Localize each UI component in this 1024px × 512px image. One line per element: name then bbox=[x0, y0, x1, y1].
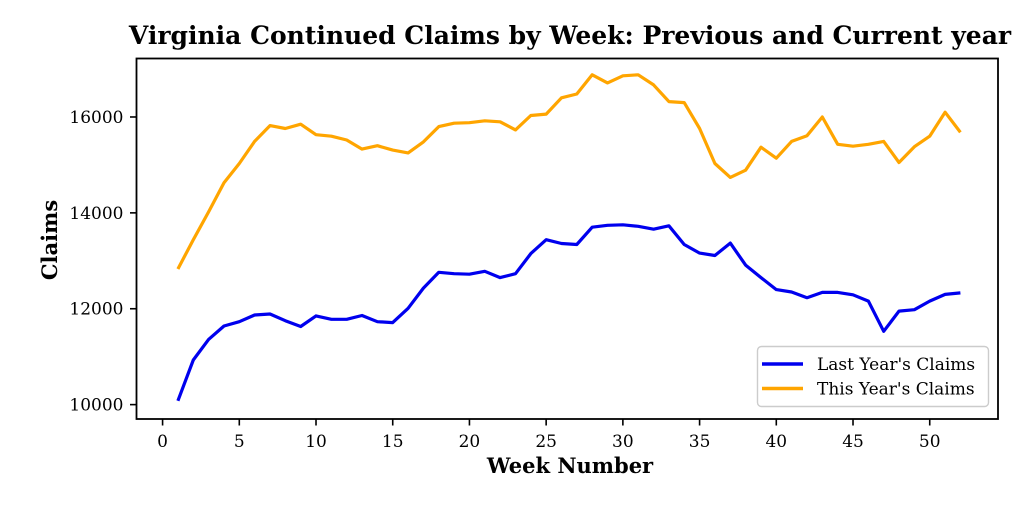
x-tick-label: 30 bbox=[612, 432, 634, 452]
x-tick-label: 50 bbox=[919, 432, 941, 452]
legend-box bbox=[756, 345, 990, 408]
series-line-last-year bbox=[176, 223, 961, 402]
y-tick-label: 12000 bbox=[69, 300, 123, 320]
y-tick-label: 14000 bbox=[69, 204, 123, 224]
x-axis: 0 5 10 15 20 25 30 35 40 45 50 bbox=[157, 419, 941, 452]
chart-title: Virginia Continued Claims by Week: Previ… bbox=[128, 21, 1012, 50]
legend-label-last-year: Last Year's Claims bbox=[817, 355, 975, 375]
y-tick-label: 10000 bbox=[69, 396, 123, 416]
series-line-this-year bbox=[176, 73, 962, 270]
x-tick-label: 5 bbox=[234, 432, 245, 452]
x-tick-label: 0 bbox=[157, 432, 168, 452]
plot-frame bbox=[135, 57, 999, 420]
x-tick-label: 15 bbox=[382, 432, 404, 452]
legend-label-this-year: This Year's Claims bbox=[817, 380, 975, 400]
series-group bbox=[176, 73, 962, 402]
x-tick-label: 40 bbox=[765, 432, 787, 452]
x-tick-label: 45 bbox=[842, 432, 864, 452]
x-tick-label: 35 bbox=[689, 432, 711, 452]
y-axis-label: Claims bbox=[37, 200, 62, 280]
x-tick-label: 10 bbox=[305, 432, 327, 452]
legend: Last Year's Claims This Year's Claims bbox=[756, 345, 990, 408]
y-axis: 10000 12000 14000 16000 bbox=[69, 108, 137, 416]
x-tick-label: 20 bbox=[459, 432, 481, 452]
y-tick-label: 16000 bbox=[69, 108, 123, 128]
x-axis-label: Week Number bbox=[486, 453, 654, 478]
x-tick-label: 25 bbox=[535, 432, 557, 452]
